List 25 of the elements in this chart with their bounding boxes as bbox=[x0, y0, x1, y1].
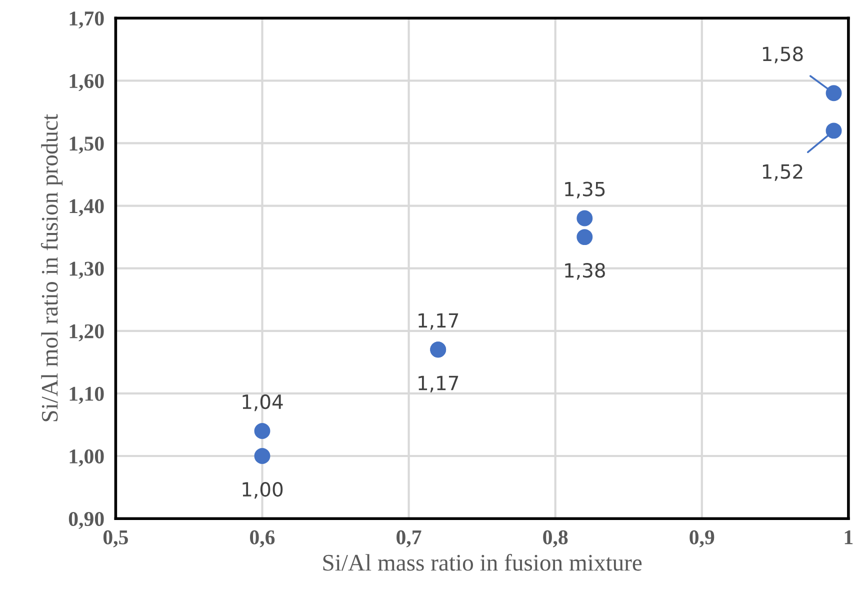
data-label: 1,58 bbox=[762, 46, 803, 64]
y-tick-label: 1,40 bbox=[70, 199, 104, 216]
x-tick-label: 0,7 bbox=[396, 530, 422, 548]
x-tick-label: 0,6 bbox=[250, 530, 275, 548]
y-tick-label: 1,50 bbox=[70, 136, 104, 154]
x-tick-label: 0,5 bbox=[103, 530, 128, 548]
data-label: 1,00 bbox=[242, 482, 283, 499]
x-tick-label: 0,8 bbox=[543, 530, 568, 548]
y-tick-label: 0,90 bbox=[68, 512, 104, 530]
x-tick-label: 0,9 bbox=[690, 530, 714, 548]
y-tick-label: 1,20 bbox=[70, 324, 104, 342]
data-label: 1,04 bbox=[242, 394, 283, 412]
x-axis-title: Si/Al mass ratio in fusion mixture bbox=[323, 554, 642, 571]
data-label: 1,38 bbox=[565, 263, 605, 280]
y-tick-label: 1,60 bbox=[70, 74, 104, 92]
y-tick-label: 1,30 bbox=[70, 262, 104, 279]
data-label: 1,35 bbox=[565, 182, 605, 198]
y-tick-label: 1,00 bbox=[70, 449, 104, 466]
data-label: 1,17 bbox=[418, 376, 458, 392]
data-label: 1,52 bbox=[762, 164, 802, 181]
y-tick-label: 1,10 bbox=[70, 386, 104, 404]
y-axis-title: Si/Al mol ratio in fusion product bbox=[40, 114, 63, 422]
x-tick-label: 1 bbox=[844, 530, 853, 544]
data-label: 1,17 bbox=[418, 313, 458, 330]
y-tick-label: 1,70 bbox=[70, 11, 104, 29]
